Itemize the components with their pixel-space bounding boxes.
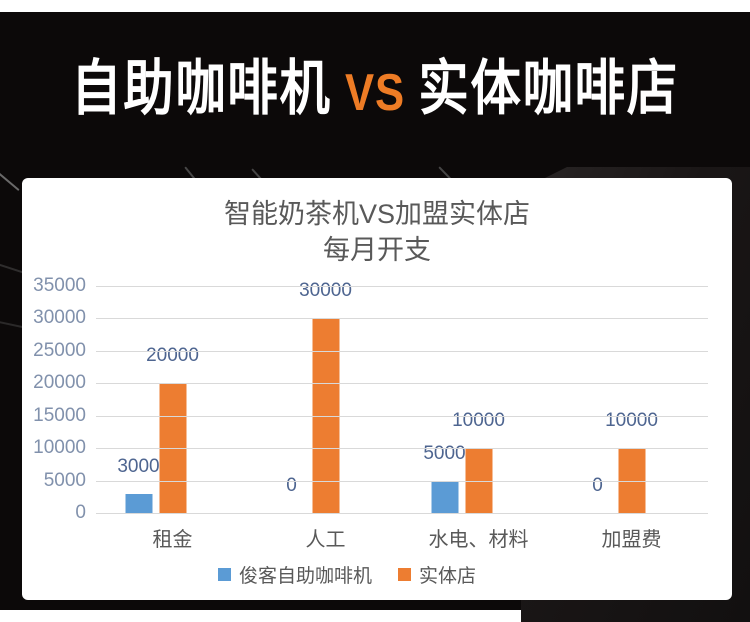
x-axis-category-label: 租金 <box>152 529 193 551</box>
gridline <box>96 448 708 450</box>
chart-title: 智能奶茶机VS加盟实体店 每月开支 <box>22 196 732 268</box>
bar-machine <box>125 494 152 513</box>
decorative-streak <box>0 170 20 192</box>
legend-swatch <box>398 568 411 581</box>
x-axis-category-label: 加盟费 <box>601 529 662 551</box>
bar-store <box>618 448 645 513</box>
y-axis-tick-label: 10000 <box>33 437 86 459</box>
legend-label: 俊客自助咖啡机 <box>238 566 372 587</box>
legend-item: 俊客自助咖啡机 <box>217 561 372 588</box>
data-label: 30000 <box>299 280 352 301</box>
bar-pair: 0 30000 <box>278 280 352 513</box>
y-axis-tick-label: 5000 <box>43 469 86 491</box>
y-axis-tick-label: 15000 <box>33 404 86 426</box>
y-axis-tick-label: 0 <box>75 502 86 523</box>
legend-item: 实体店 <box>398 561 476 588</box>
chart-title-line2: 每月开支 <box>323 235 431 265</box>
bar-store <box>312 318 339 513</box>
x-axis-labels: 租金 人工 水电、材料 加盟费 <box>96 523 708 552</box>
hero-title-right: 实体咖啡店 <box>418 55 679 122</box>
bar-group: 0 30000 <box>249 280 402 513</box>
gridline <box>96 415 708 417</box>
bar-column: 30000 <box>299 280 352 513</box>
bar-pair: 0 10000 <box>584 410 658 513</box>
data-label: 3000 <box>117 456 160 477</box>
bar-pair: 5000 10000 <box>423 410 505 513</box>
bar-group: 5000 10000 <box>402 286 555 513</box>
data-label: 5000 <box>423 443 466 464</box>
chart-card: 智能奶茶机VS加盟实体店 每月开支 3000 20000 0 30000 5000 100… <box>22 178 732 600</box>
bar-store <box>465 448 492 513</box>
bar-column: 3000 <box>117 456 160 513</box>
data-label: 10000 <box>452 410 505 431</box>
gridline <box>96 350 708 352</box>
bar-store <box>159 383 186 513</box>
y-axis-tick-label: 30000 <box>33 307 86 329</box>
bar-column: 10000 <box>605 410 658 513</box>
hero-title: 自助咖啡机 VS 实体咖啡店 <box>60 46 690 132</box>
y-axis-tick-label: 25000 <box>33 339 86 361</box>
gridline <box>96 383 708 385</box>
data-label: 0 <box>286 475 297 496</box>
bar-column: 5000 <box>423 443 466 513</box>
gridline <box>96 513 708 514</box>
chart-legend: 俊客自助咖啡机 实体店 <box>0 561 702 588</box>
y-axis-tick-label: 35000 <box>33 275 86 296</box>
plot-area: 3000 20000 0 30000 5000 10000 0 10000 0 5000 1000… <box>33 275 708 523</box>
y-axis-tick-label: 20000 <box>33 372 86 394</box>
x-axis-category-label: 人工 <box>305 529 346 551</box>
bar-column: 20000 <box>146 345 199 513</box>
data-label: 10000 <box>605 410 658 431</box>
bar-group: 3000 20000 <box>96 286 249 513</box>
data-label: 0 <box>592 475 603 496</box>
gridline <box>96 286 708 287</box>
legend-label: 实体店 <box>419 566 477 587</box>
bar-column: 10000 <box>452 410 505 513</box>
x-axis-category-label: 水电、材料 <box>428 529 529 551</box>
hero-title-vs: VS <box>345 64 405 122</box>
bar-groups: 3000 20000 0 30000 5000 10000 0 10000 <box>96 280 708 513</box>
bar-pair: 3000 20000 <box>117 345 199 513</box>
data-label: 20000 <box>146 345 199 366</box>
legend-swatch <box>217 568 231 581</box>
gridline <box>96 318 708 320</box>
hero-title-left: 自助咖啡机 <box>71 55 332 122</box>
gridline <box>96 480 708 482</box>
chart-title-line1: 智能奶茶机VS加盟实体店 <box>223 199 531 229</box>
bar-machine <box>431 481 458 513</box>
bar-group: 0 10000 <box>555 286 708 513</box>
